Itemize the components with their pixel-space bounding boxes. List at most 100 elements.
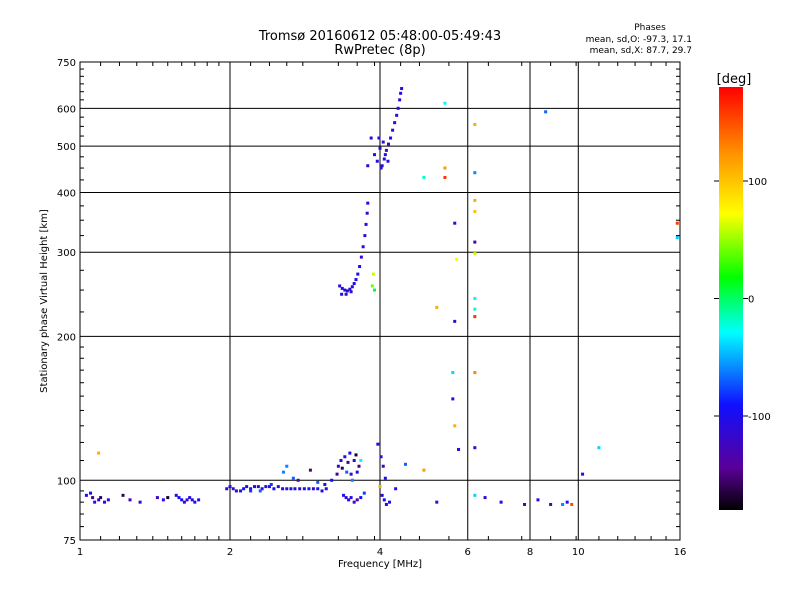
x-tick-label: 16 xyxy=(674,547,687,558)
data-point xyxy=(99,496,103,500)
data-point xyxy=(383,153,387,157)
data-point xyxy=(376,442,380,446)
data-point xyxy=(356,272,360,276)
data-point xyxy=(453,319,457,323)
colorbar-tick-label: 0 xyxy=(748,295,754,306)
data-point xyxy=(383,476,387,480)
data-point xyxy=(190,498,194,502)
data-point xyxy=(403,462,407,466)
data-point xyxy=(536,498,540,502)
data-point xyxy=(155,496,159,500)
colorbar-tick-label: 100 xyxy=(748,177,767,188)
data-point xyxy=(349,290,353,294)
data-point xyxy=(391,128,395,132)
data-point xyxy=(93,500,97,504)
data-point xyxy=(121,493,125,497)
data-point xyxy=(389,136,393,140)
data-point xyxy=(399,91,403,95)
data-point xyxy=(276,485,280,489)
data-point xyxy=(350,285,354,289)
data-point xyxy=(185,498,189,502)
data-point xyxy=(316,487,320,491)
data-point xyxy=(161,498,165,502)
data-point xyxy=(364,222,368,226)
data-point xyxy=(188,496,192,500)
data-point xyxy=(380,164,384,168)
data-point xyxy=(260,487,264,491)
data-point xyxy=(128,498,132,502)
data-point xyxy=(91,496,95,500)
data-point xyxy=(483,496,487,500)
data-point xyxy=(249,489,253,493)
data-point xyxy=(473,446,477,450)
x-axis-ticks: 1 2 4 6 8 10 16 xyxy=(77,62,687,558)
data-point xyxy=(354,453,358,457)
data-point xyxy=(281,470,285,474)
data-point xyxy=(675,236,679,240)
x-tick-label: 2 xyxy=(227,547,233,558)
data-point xyxy=(362,491,366,495)
data-point xyxy=(166,496,170,500)
data-point xyxy=(346,460,350,464)
data-point xyxy=(443,101,447,105)
data-point xyxy=(357,464,361,468)
data-point xyxy=(473,315,477,319)
data-point xyxy=(499,500,503,504)
data-point xyxy=(340,292,344,296)
data-point xyxy=(473,307,477,311)
data-point xyxy=(378,146,382,150)
data-point xyxy=(453,221,457,225)
data-point xyxy=(473,123,477,127)
data-point xyxy=(473,297,477,301)
chart-subtitle: RwPretec (8p) xyxy=(334,43,425,58)
data-point xyxy=(182,500,186,504)
data-point xyxy=(347,498,351,502)
colorbar-ticks: 100 0 -100 xyxy=(714,177,771,423)
data-point xyxy=(352,458,356,462)
data-point xyxy=(193,500,197,504)
data-point xyxy=(378,485,382,489)
data-point xyxy=(473,493,477,497)
data-point xyxy=(289,487,293,491)
data-point xyxy=(359,255,363,259)
data-point xyxy=(369,136,373,140)
data-point xyxy=(393,121,397,125)
colorbar-label: [deg] xyxy=(717,72,752,87)
data-point xyxy=(267,485,271,489)
data-point xyxy=(473,198,477,202)
data-point xyxy=(256,485,260,489)
data-point xyxy=(320,489,324,493)
data-point xyxy=(245,485,249,489)
data-point xyxy=(549,502,553,506)
data-point xyxy=(561,502,565,506)
data-point xyxy=(253,485,257,489)
data-point xyxy=(174,493,178,497)
data-point xyxy=(382,157,386,161)
data-point xyxy=(336,464,340,468)
data-point xyxy=(302,487,306,491)
data-point xyxy=(348,287,352,291)
data-point xyxy=(269,482,273,486)
data-point xyxy=(435,500,439,504)
data-point xyxy=(340,466,344,470)
data-point xyxy=(451,397,455,401)
data-point xyxy=(239,489,243,493)
data-point xyxy=(361,245,365,249)
data-point xyxy=(323,482,327,486)
data-point xyxy=(396,106,400,110)
data-point xyxy=(84,493,88,497)
x-tick-label: 1 xyxy=(77,547,83,558)
data-point xyxy=(106,498,110,502)
data-point xyxy=(422,468,426,472)
data-point xyxy=(457,447,461,451)
y-tick-label: 300 xyxy=(57,248,76,259)
data-point xyxy=(570,502,574,506)
data-point xyxy=(311,487,315,491)
data-point xyxy=(177,496,181,500)
data-point xyxy=(352,282,356,286)
data-point xyxy=(523,502,527,506)
data-point xyxy=(355,470,359,474)
data-point xyxy=(597,446,601,450)
data-point xyxy=(350,478,354,482)
data-point xyxy=(285,464,289,468)
